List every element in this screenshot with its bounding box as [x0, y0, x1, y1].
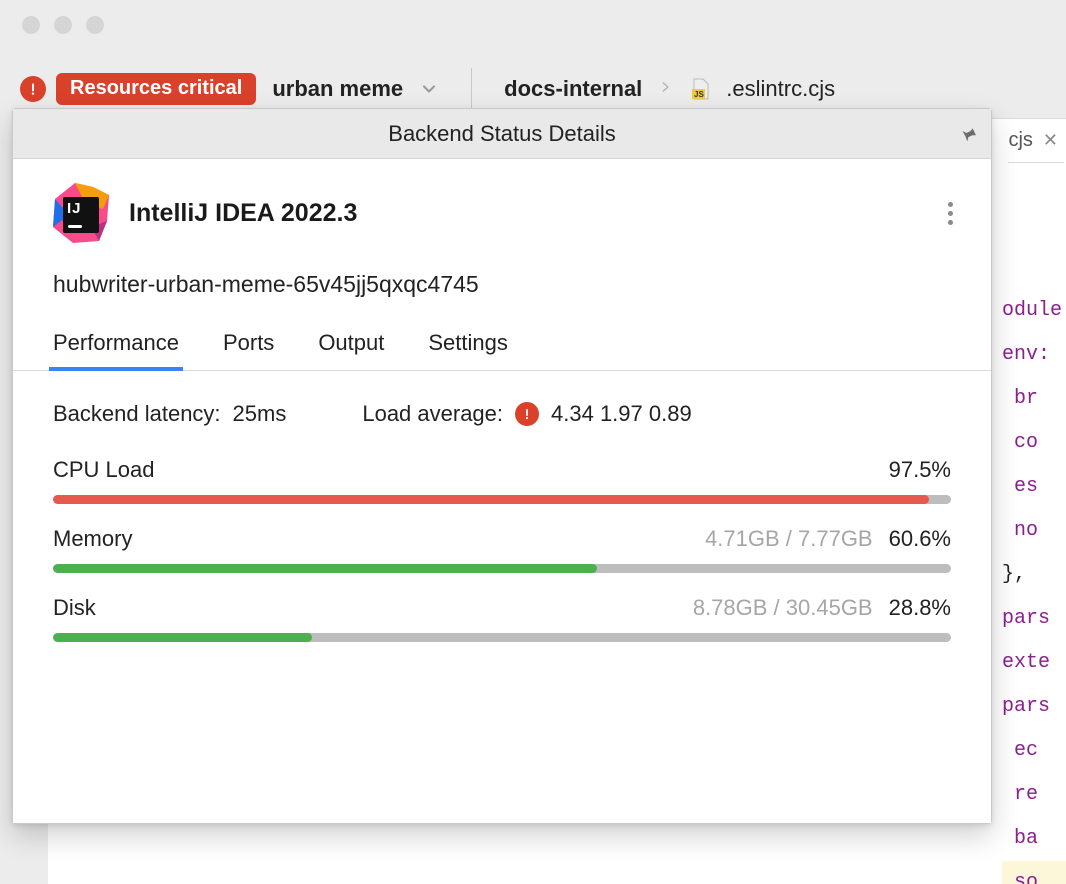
tab-settings[interactable]: Settings: [428, 330, 508, 370]
breadcrumb-root[interactable]: docs-internal: [504, 76, 642, 102]
alert-icon: [515, 402, 539, 426]
tab-ports[interactable]: Ports: [223, 330, 274, 370]
traffic-light-zoom[interactable]: [86, 16, 104, 34]
popup-titlebar: Backend Status Details: [13, 109, 991, 159]
metric-name: CPU Load: [53, 457, 155, 483]
code-line: env:: [1002, 333, 1066, 377]
code-line: ec: [1002, 729, 1066, 773]
metric-percent: 28.8%: [889, 595, 951, 621]
code-line: so: [1002, 861, 1066, 884]
tab-output[interactable]: Output: [318, 330, 384, 370]
load-average-values: 4.34 1.97 0.89: [551, 401, 692, 427]
popup-tabs: Performance Ports Output Settings: [13, 306, 991, 371]
more-menu-icon[interactable]: [940, 194, 961, 233]
window-traffic-lights: [22, 16, 104, 34]
metric-detail: 4.71GB / 7.77GB: [705, 526, 873, 552]
app-name: IntelliJ IDEA 2022.3: [129, 199, 357, 228]
code-line: exte: [1002, 641, 1066, 685]
code-line: },: [1002, 553, 1066, 597]
pin-icon[interactable]: [953, 121, 979, 147]
editor-tab-label: cjs: [1008, 129, 1032, 152]
progress-bar: [53, 495, 951, 504]
metric-percent: 60.6%: [889, 526, 951, 552]
code-line: pars: [1002, 597, 1066, 641]
metric-memory: Memory 4.71GB / 7.77GB 60.6%: [53, 526, 951, 573]
resources-critical-badge[interactable]: Resources critical: [56, 73, 256, 105]
traffic-light-minimize[interactable]: [54, 16, 72, 34]
popup-title: Backend Status Details: [388, 121, 615, 147]
popup-body: IJ IntelliJ IDEA 2022.3 hubwriter-urban-…: [13, 159, 991, 823]
alert-icon: [20, 76, 46, 102]
progress-bar: [53, 633, 951, 642]
code-line: odule: [1002, 289, 1066, 333]
code-line: pars: [1002, 685, 1066, 729]
breadcrumb-file[interactable]: .eslintrc.cjs: [726, 76, 835, 102]
metric-percent: 97.5%: [889, 457, 951, 483]
instance-id: hubwriter-urban-meme-65v45jj5qxqc4745: [13, 247, 991, 306]
latency-label: Backend latency:: [53, 401, 221, 427]
code-line: re: [1002, 773, 1066, 817]
load-average-label: Load average:: [362, 401, 503, 427]
breadcrumb-separator: [658, 74, 672, 105]
close-icon[interactable]: ✕: [1043, 130, 1058, 151]
latency-value: 25ms: [233, 401, 287, 427]
project-name[interactable]: urban meme: [272, 76, 403, 102]
metric-detail: 8.78GB / 30.45GB: [693, 595, 873, 621]
code-line: no: [1002, 509, 1066, 553]
code-line: co: [1002, 421, 1066, 465]
metric-cpu-load: CPU Load.97.5%: [53, 457, 951, 504]
svg-text:JS: JS: [694, 90, 704, 99]
tab-performance[interactable]: Performance: [53, 330, 179, 370]
js-file-icon: JS: [688, 77, 712, 101]
chevron-down-icon[interactable]: [419, 79, 439, 99]
metric-name: Disk: [53, 595, 96, 621]
intellij-logo-icon: IJ: [53, 185, 109, 241]
editor-tab[interactable]: cjs ✕: [1008, 119, 1064, 163]
code-line: ba: [1002, 817, 1066, 861]
code-line: br: [1002, 377, 1066, 421]
code-sliver: oduleenv: br co es no},parsextepars ec r…: [1002, 289, 1066, 884]
metric-disk: Disk 8.78GB / 30.45GB 28.8%: [53, 595, 951, 642]
separator: [471, 68, 472, 110]
performance-panel: Backend latency: 25ms Load average: 4.34…: [13, 371, 991, 652]
backend-status-popup: Backend Status Details IJ IntelliJ IDEA …: [12, 108, 992, 824]
progress-bar: [53, 564, 951, 573]
code-line: es: [1002, 465, 1066, 509]
traffic-light-close[interactable]: [22, 16, 40, 34]
metric-name: Memory: [53, 526, 132, 552]
